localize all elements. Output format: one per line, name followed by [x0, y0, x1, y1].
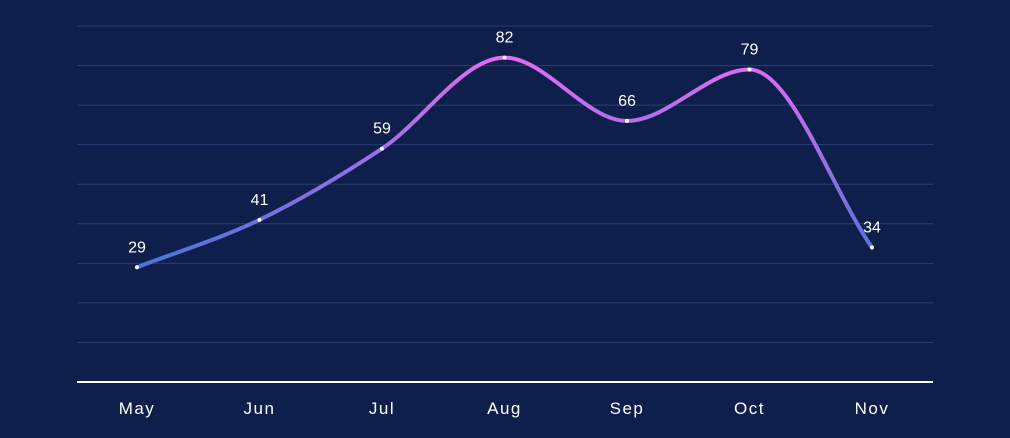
data-point-may: [135, 265, 139, 270]
drop-lines: [136, 57, 873, 382]
data-point-jun: [257, 217, 262, 222]
data-point-oct: [747, 67, 752, 72]
x-tick-label-jul: Jul: [369, 399, 395, 418]
data-point-nov: [870, 245, 874, 250]
x-tick-label-nov: Nov: [855, 399, 890, 418]
x-tick-label-sep: Sep: [610, 399, 645, 418]
data-label-sep: 66: [618, 93, 636, 110]
x-tick-label-jun: Jun: [244, 399, 276, 418]
data-labels: 29 41 59 82 66 79 34: [128, 30, 881, 257]
x-tick-labels: May Jun Jul Aug Sep Oct Nov: [119, 399, 890, 418]
data-point-jul: [380, 146, 384, 151]
x-tick-label-aug: Aug: [487, 399, 522, 418]
data-point-aug: [502, 55, 507, 60]
data-label-jun: 41: [251, 192, 269, 209]
data-label-nov: 34: [863, 220, 881, 237]
x-tick-label-may: May: [119, 399, 156, 418]
data-label-may: 29: [128, 239, 146, 256]
series-line: [135, 55, 874, 270]
data-label-aug: 82: [496, 30, 514, 47]
data-point-sep: [625, 118, 629, 123]
data-label-jul: 59: [373, 121, 391, 138]
series-line-group: [135, 55, 874, 270]
data-label-oct: 79: [741, 42, 759, 59]
x-tick-label-oct: Oct: [734, 399, 765, 418]
